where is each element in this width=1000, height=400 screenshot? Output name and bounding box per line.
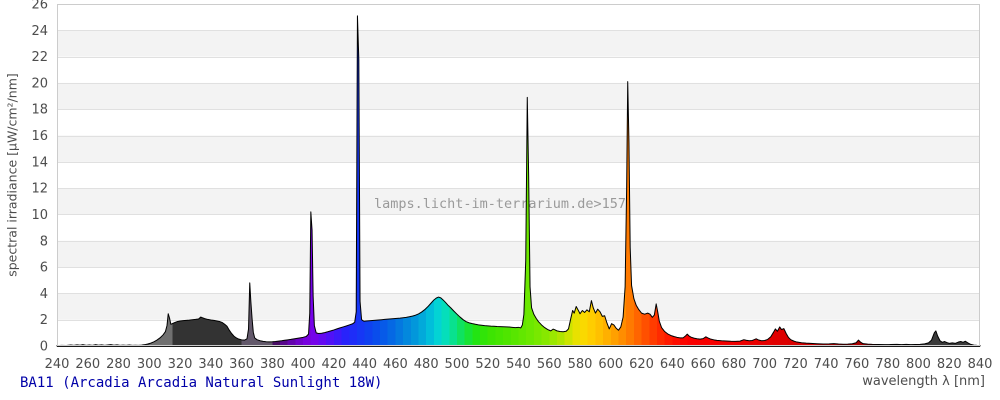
x-tick-label: 540 [506, 357, 531, 372]
x-tick-label: 760 [845, 357, 870, 372]
x-tick-label: 660 [691, 357, 716, 372]
y-tick-label: 10 [31, 208, 48, 223]
x-tick-label: 280 [106, 357, 131, 372]
x-tick-label: 480 [414, 357, 439, 372]
x-tick-label: 640 [660, 357, 685, 372]
x-tick-label: 780 [875, 357, 900, 372]
y-tick-label: 18 [31, 103, 48, 118]
x-tick-label: 580 [568, 357, 593, 372]
x-tick-label: 440 [352, 357, 377, 372]
x-tick-label: 260 [75, 357, 100, 372]
y-tick-label: 24 [31, 24, 48, 39]
shaded-band [57, 135, 980, 162]
y-tick-label: 22 [31, 50, 48, 65]
y-tick-label: 20 [31, 76, 48, 91]
shaded-band [57, 188, 980, 215]
y-tick-label: 2 [40, 313, 48, 328]
y-tick-label: 26 [31, 0, 48, 13]
shaded-band [57, 293, 980, 320]
y-tick-label: 16 [31, 129, 48, 144]
x-tick-label: 720 [783, 357, 808, 372]
x-tick-label: 800 [906, 357, 931, 372]
x-tick-label: 320 [168, 357, 193, 372]
x-tick-label: 700 [752, 357, 777, 372]
x-tick-label: 360 [229, 357, 254, 372]
x-tick-label: 340 [198, 357, 223, 372]
x-tick-label: 240 [45, 357, 70, 372]
x-axis-title: wavelength λ [nm] [862, 374, 985, 389]
chart-title: BA11 (Arcadia Arcadia Natural Sunlight 1… [20, 375, 383, 391]
x-tick-label: 820 [937, 357, 962, 372]
y-axis-title: spectral irradiance [µW/cm²/nm] [4, 73, 20, 277]
x-tick-label: 620 [629, 357, 654, 372]
x-tick-label: 460 [383, 357, 408, 372]
shaded-band [57, 30, 980, 57]
spectrum-area [56, 15, 981, 347]
x-tick-label: 300 [137, 357, 162, 372]
x-tick-label: 680 [721, 357, 746, 372]
x-tick-label: 520 [475, 357, 500, 372]
y-tick-label: 8 [40, 234, 48, 249]
shaded-band [57, 240, 980, 268]
y-tick-label: 12 [31, 182, 48, 197]
shaded-band [57, 82, 980, 110]
x-tick-label: 740 [814, 357, 839, 372]
y-tick-label: 6 [40, 261, 48, 276]
x-tick-label: 600 [598, 357, 623, 372]
y-tick-label: 14 [31, 155, 48, 170]
x-tick-label: 420 [321, 357, 346, 372]
watermark: lamps.licht-im-terrarium.de>157 [374, 196, 626, 212]
x-tick-label: 400 [291, 357, 316, 372]
y-tick-label: 4 [40, 287, 48, 302]
plot-border [57, 4, 980, 346]
y-tick-label: 0 [40, 340, 48, 355]
x-tick-label: 560 [537, 357, 562, 372]
x-tick-label: 380 [260, 357, 285, 372]
x-tick-label: 500 [445, 357, 470, 372]
x-tick-label: 840 [968, 357, 993, 372]
